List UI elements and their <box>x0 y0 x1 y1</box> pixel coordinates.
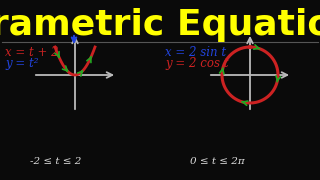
Text: Parametric Equations: Parametric Equations <box>0 8 320 42</box>
Text: x = 2 sin t: x = 2 sin t <box>165 46 226 58</box>
Text: y = t²: y = t² <box>5 57 38 71</box>
Text: x = t + 2: x = t + 2 <box>5 46 59 58</box>
Text: -2 ≤ t ≤ 2: -2 ≤ t ≤ 2 <box>30 158 81 166</box>
Text: 0 ≤ t ≤ 2π: 0 ≤ t ≤ 2π <box>190 158 245 166</box>
Text: y = 2 cos t: y = 2 cos t <box>165 57 228 71</box>
